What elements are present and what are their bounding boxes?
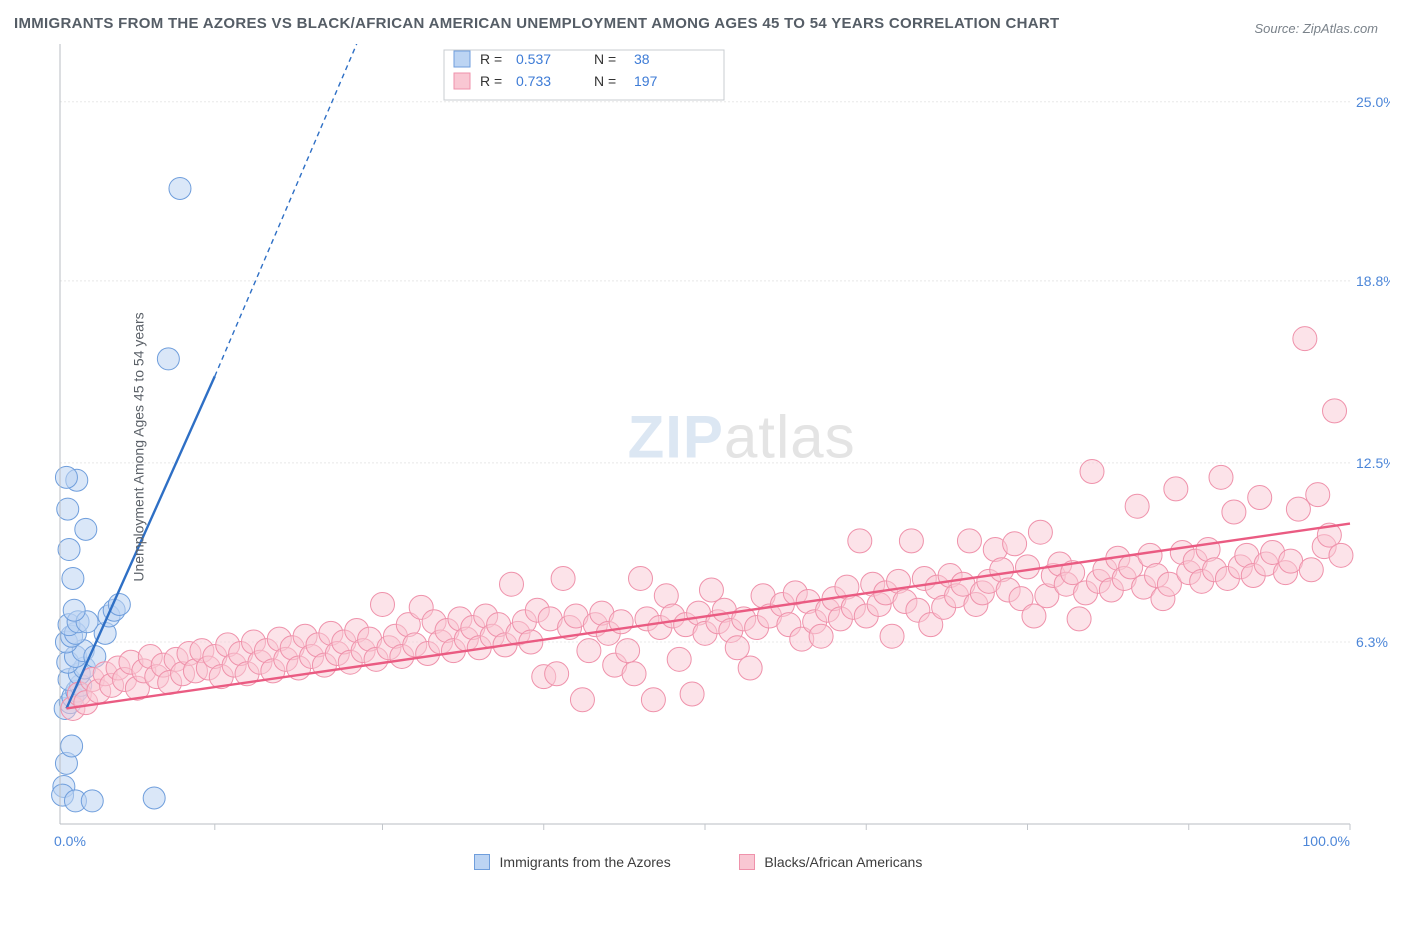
legend-label-series-1: Immigrants from the Azores (500, 854, 671, 870)
svg-text:38: 38 (634, 51, 650, 67)
y-axis-label: Unemployment Among Ages 45 to 54 years (131, 312, 147, 581)
svg-text:N =: N = (594, 51, 616, 67)
svg-text:R =: R = (480, 51, 502, 67)
legend-swatch-series-1 (474, 854, 490, 870)
svg-text:ZIPatlas: ZIPatlas (628, 403, 856, 470)
legend-label-series-2: Blacks/African Americans (764, 854, 922, 870)
source-label: Source: ZipAtlas.com (1254, 21, 1378, 36)
svg-text:12.5%: 12.5% (1356, 455, 1390, 471)
svg-text:100.0%: 100.0% (1303, 833, 1350, 849)
svg-text:N =: N = (594, 73, 616, 89)
bottom-legend: Immigrants from the Azores Blacks/Africa… (8, 854, 1388, 870)
svg-text:0.733: 0.733 (516, 73, 551, 89)
correlation-scatter-chart: 6.3% 12.5% 18.8% 25.0% ZIPatlas 0.0% 100.0% R =… (14, 44, 1390, 850)
legend-swatch-series-2 (739, 854, 755, 870)
chart-title: IMMIGRANTS FROM THE AZORES VS BLACK/AFRI… (14, 12, 1060, 36)
svg-text:25.0%: 25.0% (1356, 94, 1390, 110)
svg-text:R =: R = (480, 73, 502, 89)
svg-text:0.537: 0.537 (516, 51, 551, 67)
svg-text:18.8%: 18.8% (1356, 273, 1390, 289)
svg-text:0.0%: 0.0% (54, 833, 86, 849)
svg-text:6.3%: 6.3% (1356, 634, 1388, 650)
svg-text:197: 197 (634, 73, 658, 89)
